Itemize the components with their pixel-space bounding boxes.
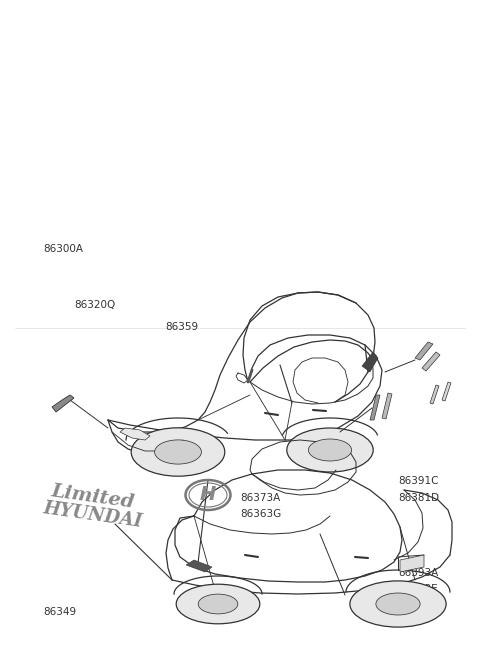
Ellipse shape (155, 440, 202, 464)
Polygon shape (370, 395, 380, 420)
Text: H: H (200, 485, 216, 504)
Text: 86300A: 86300A (43, 244, 83, 254)
Text: 86381D: 86381D (398, 493, 440, 503)
Polygon shape (382, 393, 392, 419)
Ellipse shape (287, 428, 373, 472)
Ellipse shape (176, 584, 260, 624)
Text: 86383E: 86383E (398, 584, 438, 595)
Ellipse shape (131, 428, 225, 476)
Text: 86391C: 86391C (398, 476, 439, 487)
Polygon shape (430, 385, 439, 404)
Text: 86349: 86349 (43, 607, 76, 618)
Polygon shape (120, 428, 150, 440)
Ellipse shape (350, 581, 446, 627)
Polygon shape (186, 560, 212, 572)
Polygon shape (422, 352, 440, 371)
Polygon shape (442, 382, 451, 401)
Text: 86393A: 86393A (398, 568, 439, 578)
Text: Limited: Limited (50, 482, 136, 512)
Text: 86359: 86359 (166, 322, 199, 333)
Polygon shape (362, 352, 378, 372)
Text: HYUNDAI: HYUNDAI (42, 499, 144, 531)
Ellipse shape (376, 593, 420, 615)
Polygon shape (415, 342, 433, 360)
Polygon shape (400, 555, 424, 572)
Text: 86363G: 86363G (240, 509, 281, 519)
Polygon shape (52, 395, 74, 412)
Text: 86373A: 86373A (240, 493, 280, 503)
Text: 86320Q: 86320Q (74, 299, 116, 310)
Ellipse shape (308, 439, 351, 461)
Ellipse shape (198, 594, 238, 614)
